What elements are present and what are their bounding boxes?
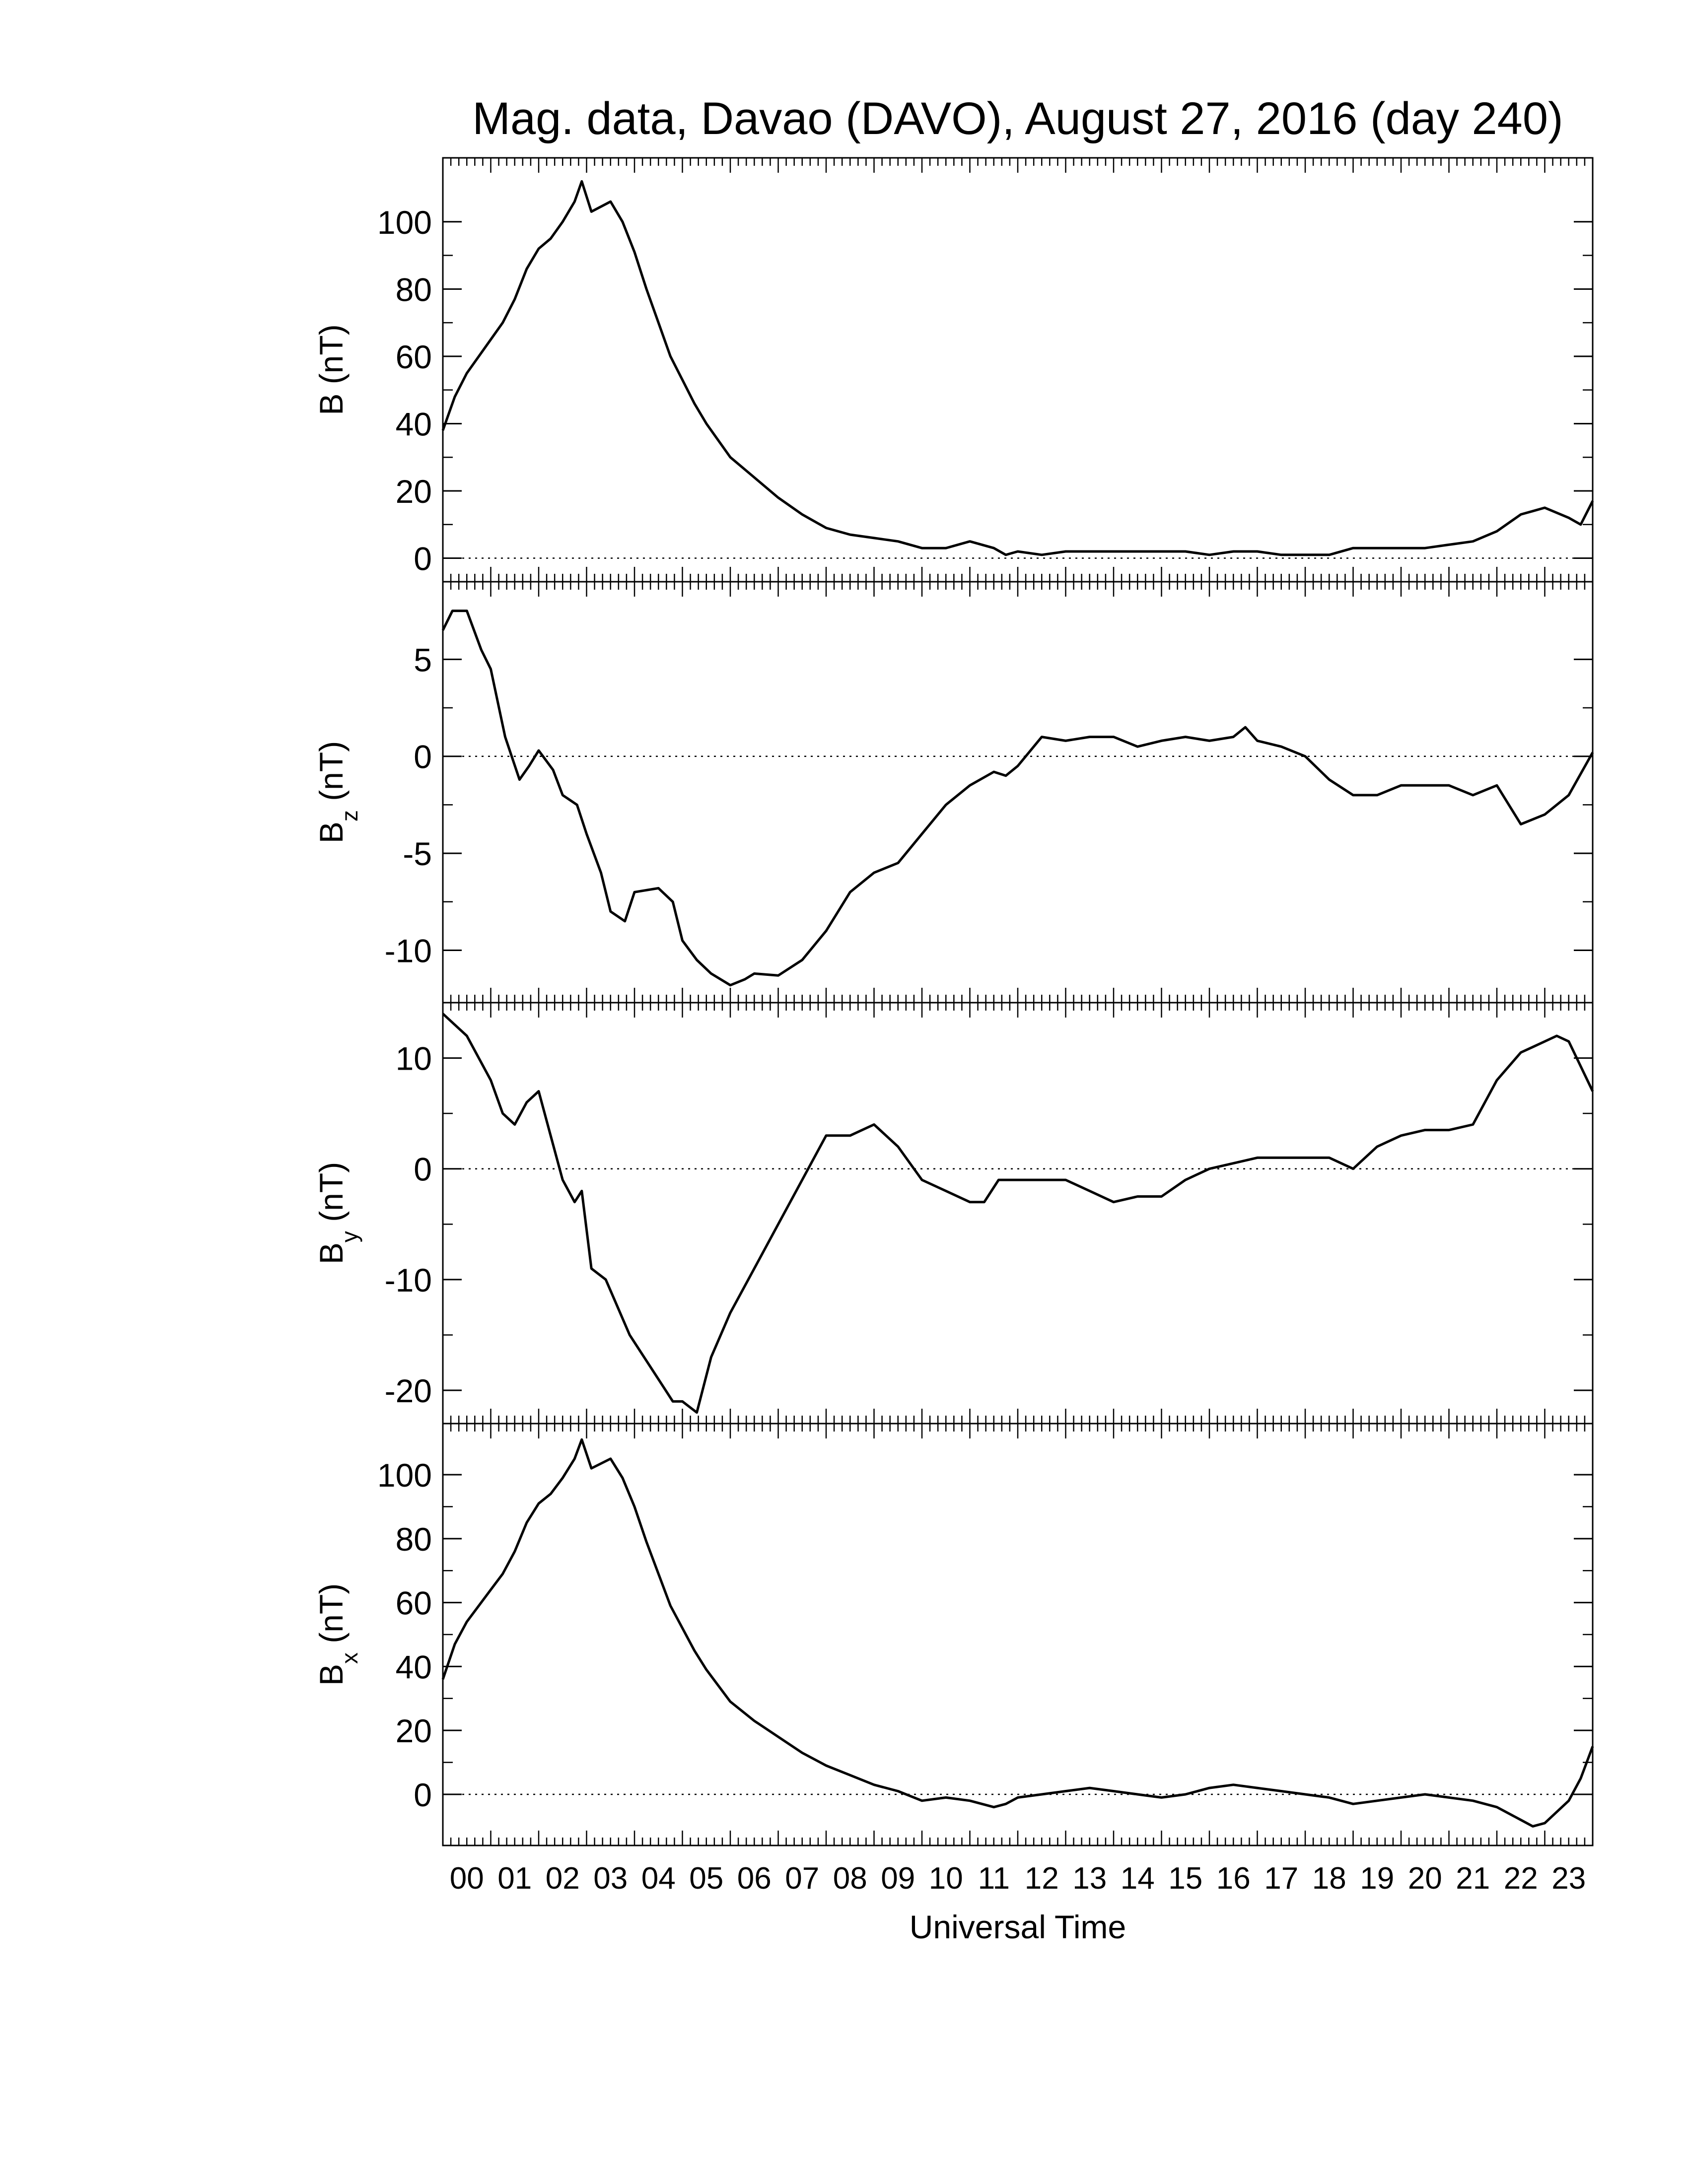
x-tick-label: 17 xyxy=(1264,1861,1298,1896)
panel-b-x: 0 20 40 60 80 100 Bx (nT) xyxy=(313,1423,1594,1846)
x-tick-label: 06 xyxy=(737,1861,772,1896)
x-tick-label: 05 xyxy=(689,1861,723,1896)
x-tick-label: 22 xyxy=(1504,1861,1538,1896)
y-tick-label: 80 xyxy=(396,271,432,308)
x-tick-label: 00 xyxy=(450,1861,484,1896)
y-axis-label: Bx (nT) xyxy=(313,1583,362,1686)
panel-b-total: 0 20 40 60 80 100 B (nT) xyxy=(313,157,1594,583)
panel-frame xyxy=(442,1002,1594,1425)
y-tick-label: -5 xyxy=(403,835,432,872)
x-tick-label: 14 xyxy=(1121,1861,1155,1896)
y-tick-label: -10 xyxy=(385,932,432,969)
x-ticks xyxy=(442,158,1594,582)
y-tick-label: 60 xyxy=(396,1585,432,1622)
x-tick-label: 10 xyxy=(929,1861,963,1896)
y-tick-label: 0 xyxy=(414,541,432,577)
series-line xyxy=(441,1438,1594,1828)
y-axis-label: Bz (nT) xyxy=(313,741,362,843)
x-axis-label: Universal Time xyxy=(910,1909,1126,1945)
panel-frame xyxy=(442,157,1594,583)
y-tick-label: 60 xyxy=(396,339,432,375)
y-tick-label: -20 xyxy=(385,1372,432,1409)
y-tick-label: 80 xyxy=(396,1521,432,1558)
y-tick-label: 40 xyxy=(396,406,432,442)
x-tick-label: 08 xyxy=(833,1861,867,1896)
series-line xyxy=(442,1013,1594,1414)
x-tick-label: 23 xyxy=(1551,1861,1586,1896)
x-tick-label: 09 xyxy=(881,1861,915,1896)
panel-b-z: -10 -5 0 5 Bz (nT) xyxy=(313,581,1594,1004)
x-tick-label: 16 xyxy=(1216,1861,1251,1896)
y-tick-label: 20 xyxy=(396,473,432,510)
y-axis-label: B (nT) xyxy=(313,324,350,415)
x-tick-labels: 00 01 02 03 04 05 06 07 08 09 10 11 12 13 14 15 16 17 18 19… xyxy=(450,1861,1586,1896)
x-tick-label: 07 xyxy=(785,1861,819,1896)
x-tick-label: 21 xyxy=(1456,1861,1490,1896)
x-tick-label: 19 xyxy=(1360,1861,1394,1896)
x-tick-label: 02 xyxy=(546,1861,580,1896)
panel-b-y: -20 -10 0 10 By (nT) xyxy=(313,1002,1594,1425)
series-line xyxy=(441,180,1594,556)
y-tick-label: 20 xyxy=(396,1712,432,1749)
x-tick-label: 11 xyxy=(978,1861,1010,1896)
y-tick-label: 40 xyxy=(396,1648,432,1685)
x-ticks xyxy=(442,1424,1594,1845)
chart-title: Mag. data, Davao (DAVO), August 27, 2016… xyxy=(472,93,1563,144)
panel-frame xyxy=(442,581,1594,1004)
y-tick-label: 0 xyxy=(414,1776,432,1813)
y-tick-label: 100 xyxy=(377,1457,432,1494)
y-tick-label: 0 xyxy=(414,1151,432,1188)
y-tick-label: 100 xyxy=(377,204,432,241)
x-tick-label: 03 xyxy=(593,1861,628,1896)
x-tick-label: 20 xyxy=(1408,1861,1442,1896)
x-tick-label: 18 xyxy=(1312,1861,1346,1896)
x-ticks xyxy=(442,1003,1594,1424)
panel-frame xyxy=(442,1423,1594,1846)
x-tick-label: 01 xyxy=(497,1861,532,1896)
x-tick-label: 12 xyxy=(1025,1861,1059,1896)
series-line xyxy=(441,610,1594,987)
x-tick-label: 04 xyxy=(641,1861,676,1896)
x-ticks xyxy=(442,582,1594,1003)
y-tick-label: 0 xyxy=(414,739,432,775)
y-axis-label: By (nT) xyxy=(313,1162,362,1264)
y-tick-label: -10 xyxy=(385,1262,432,1298)
x-tick-label: 13 xyxy=(1072,1861,1107,1896)
x-tick-label: 15 xyxy=(1168,1861,1202,1896)
y-tick-label: 10 xyxy=(396,1040,432,1077)
y-tick-label: 5 xyxy=(414,641,432,678)
